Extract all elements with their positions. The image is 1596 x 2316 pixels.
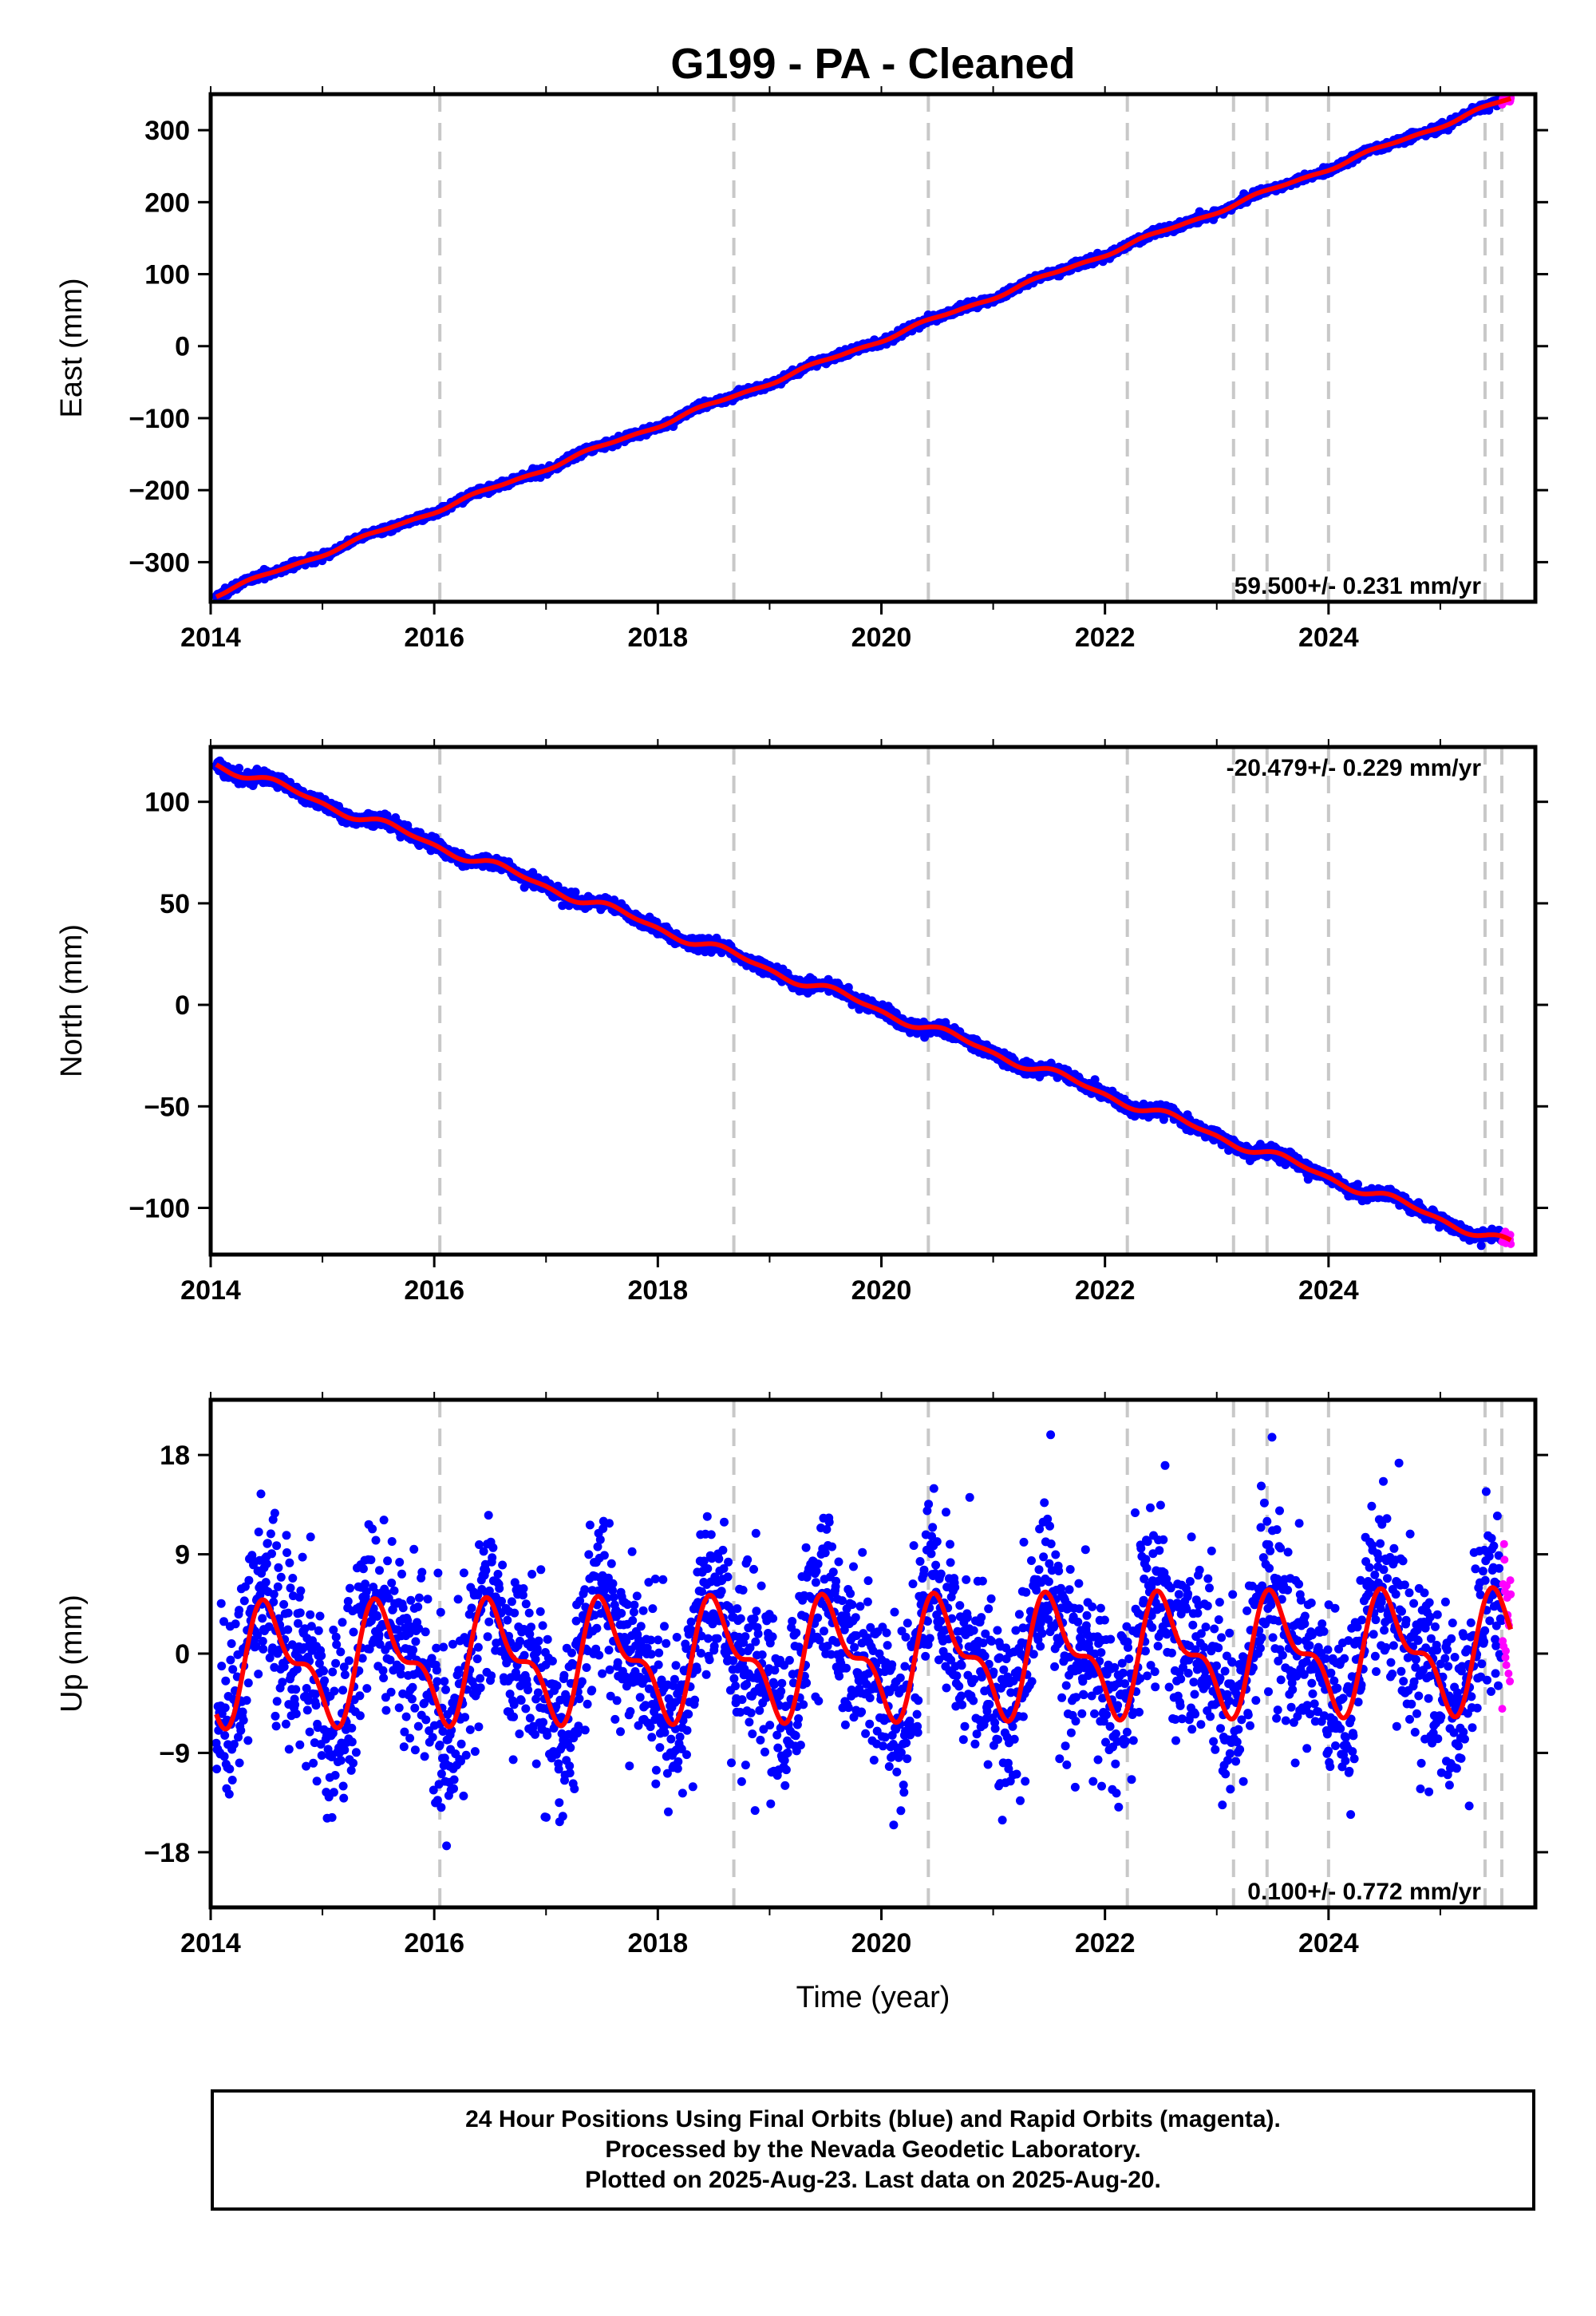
- x-tick-label: 2018: [628, 622, 689, 653]
- chart-title: G199 - PA - Cleaned: [670, 40, 1075, 88]
- east-rate-label: 59.500+/- 0.231 mm/yr: [1235, 573, 1482, 599]
- east-y-axis-label: East (mm): [55, 278, 89, 417]
- y-tick-label: 300: [144, 116, 190, 146]
- east-panel: 2014 2016 2018 2020 2022 2024 300 200 100 0 −100 −2…: [55, 86, 1548, 653]
- x-tick-label: 2024: [1298, 622, 1359, 653]
- y-tick-label: −200: [128, 476, 190, 506]
- y-tick-label: −300: [128, 547, 190, 578]
- x-tick-label: 2014: [180, 622, 241, 653]
- north-panel: 2014 2016 2018 2020 2022 2024100500−50−100Nor…: [55, 739, 1548, 1306]
- x-tick-label: 2016: [404, 622, 464, 653]
- final-orbit-point: [235, 764, 244, 773]
- x-tick-label: 2020: [851, 622, 912, 653]
- y-tick-label: 200: [144, 188, 190, 218]
- y-tick-label: 100: [144, 260, 190, 290]
- y-tick-label: 0: [175, 332, 190, 362]
- x-tick-label: 2022: [1075, 622, 1136, 653]
- y-tick-label: −100: [128, 404, 190, 434]
